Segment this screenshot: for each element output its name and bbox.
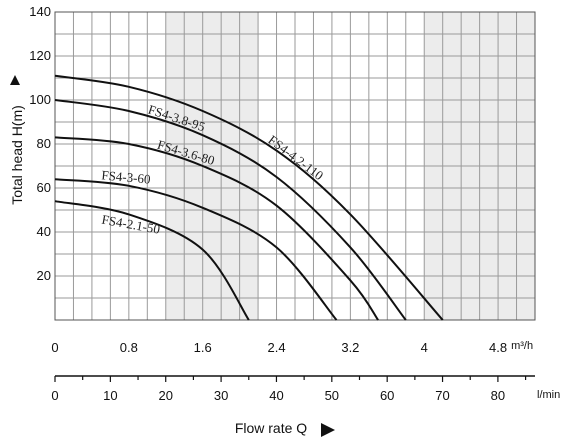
pump-curves <box>54 74 444 321</box>
x-m3h-tick-label: 0 <box>51 340 58 355</box>
x-m3h-tick-label: 4 <box>421 340 428 355</box>
x-lmin-tick-label: 0 <box>51 388 58 403</box>
y-tick-label: 120 <box>29 48 51 63</box>
y-axis-title: Total head H(m) <box>9 105 25 205</box>
x-axis-title: Flow rate Q <box>235 420 307 436</box>
y-axis-arrow-icon <box>10 75 20 85</box>
y-tick-label: 20 <box>37 268 51 283</box>
x-lmin-tick-label: 10 <box>103 388 117 403</box>
x-axis-lmin-unit: l/min <box>537 389 560 401</box>
curve-fs4-3.8-95 <box>54 99 407 321</box>
y-tick-label: 140 <box>29 4 51 19</box>
x-lmin-tick-label: 80 <box>491 388 505 403</box>
y-tick-label: 40 <box>37 224 51 239</box>
y-tick-label: 80 <box>37 136 51 151</box>
x-m3h-tick-label: 0.8 <box>120 340 138 355</box>
curve-fs4-4.2-110 <box>54 74 444 321</box>
x-m3h-tick-label: 2.4 <box>267 340 285 355</box>
x-m3h-tick-label: 4.8 <box>489 340 507 355</box>
y-tick-label: 100 <box>29 92 51 107</box>
x-lmin-tick-label: 30 <box>214 388 228 403</box>
plot-frame <box>54 11 536 321</box>
x-lmin-tick-label: 40 <box>269 388 283 403</box>
x-lmin-tick-label: 20 <box>158 388 172 403</box>
x-lmin-tick-label: 70 <box>435 388 449 403</box>
curve-label-fs4-3-60: FS4-3-60 <box>101 167 151 186</box>
curve-fs4-3.6-80 <box>54 136 379 321</box>
x-axis-arrow-icon <box>321 423 335 437</box>
x-axis-m3h-unit: m³/h <box>511 340 533 352</box>
x-axis-lmin-ticks: 0 10 20 30 40 50 60 70 80 <box>51 376 527 403</box>
curve-fs4-3-60 <box>54 178 338 321</box>
x-m3h-tick-label: 3.2 <box>341 340 359 355</box>
x-axis-m3h-ticks: 0 0.8 1.6 2.4 3.2 4 4.8 <box>51 340 507 355</box>
y-tick-label: 60 <box>37 180 51 195</box>
x-lmin-tick-label: 50 <box>325 388 339 403</box>
y-axis-ticks: 20 40 60 80 100 120 140 <box>29 4 51 283</box>
curve-fs4-2.1-50 <box>54 200 250 321</box>
x-lmin-tick-label: 60 <box>380 388 394 403</box>
x-m3h-tick-label: 1.6 <box>194 340 212 355</box>
